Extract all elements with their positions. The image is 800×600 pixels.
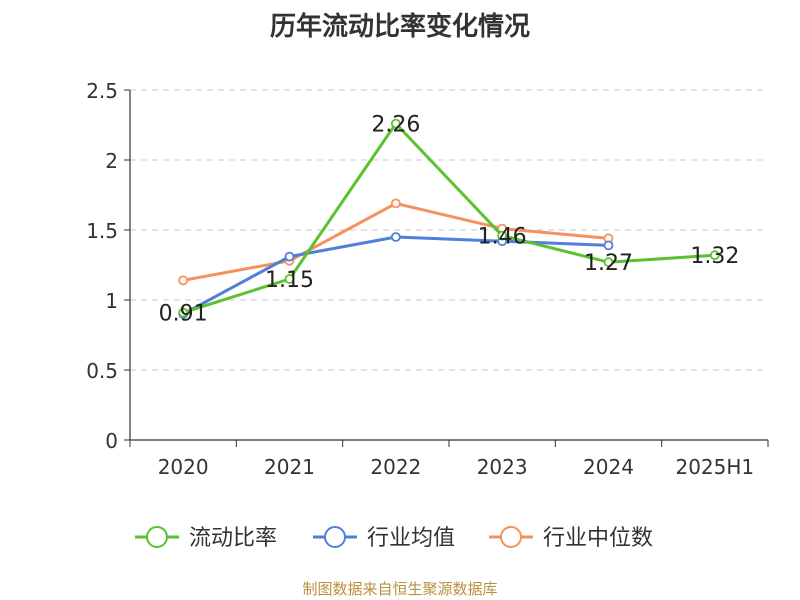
series-line xyxy=(182,235,609,316)
legend-marker xyxy=(324,526,346,548)
data-point xyxy=(390,198,401,209)
legend-marker xyxy=(500,526,522,548)
y-tick-label: 0.5 xyxy=(86,359,118,383)
data-point xyxy=(178,307,189,318)
data-label: 1.32 xyxy=(690,244,739,269)
grid-layer xyxy=(130,89,768,371)
data-point xyxy=(178,275,189,286)
data-point xyxy=(390,232,401,242)
series-line xyxy=(182,122,715,315)
legend-label: 流动比率 xyxy=(189,526,277,551)
legend-label: 行业中位数 xyxy=(543,526,653,551)
x-tick-label: 2025H1 xyxy=(675,455,754,479)
data-label: 1.15 xyxy=(265,268,314,293)
data-point xyxy=(284,274,295,284)
data-point xyxy=(709,250,720,261)
data-point xyxy=(284,251,295,262)
data-label: 1.27 xyxy=(584,251,633,276)
y-tick-label: 1 xyxy=(105,289,118,313)
x-tick-label: 2023 xyxy=(477,455,528,479)
data-point xyxy=(603,257,614,268)
chart-title: 历年流动比率变化情况 xyxy=(269,12,530,42)
x-tick-label: 2024 xyxy=(583,455,634,479)
legend-item: 行业中位数 xyxy=(489,526,653,551)
data-label: 1.46 xyxy=(478,225,527,250)
data-label-layer: 0.91 1.15 2.26 1.46 1.27 1.32 xyxy=(159,113,740,327)
data-point xyxy=(497,230,508,241)
axis-layer: 0 0.5 1 1.5 2 2.5 2020 2021 2022 2023 2024 2025H1 xyxy=(86,79,769,479)
x-tick-label: 2020 xyxy=(158,455,209,479)
x-tick-label: 2021 xyxy=(264,455,315,479)
series-layer xyxy=(178,118,720,319)
y-tick-label: 2.5 xyxy=(86,79,118,103)
data-point xyxy=(603,240,614,251)
data-label: 2.26 xyxy=(371,113,420,138)
y-tick-label: 0 xyxy=(105,429,118,453)
data-label: 0.91 xyxy=(159,302,208,327)
legend-item: 行业均值 xyxy=(313,526,455,551)
legend-item: 流动比率 xyxy=(135,526,277,551)
legend-marker xyxy=(146,526,168,548)
legend: 流动比率 行业均值 行业中位数 xyxy=(135,526,653,551)
data-source-note: 制图数据来自恒生聚源数据库 xyxy=(302,580,498,598)
data-point xyxy=(390,118,401,129)
legend-label: 行业均值 xyxy=(367,526,455,551)
y-tick-label: 2 xyxy=(105,149,118,173)
x-tick-label: 2022 xyxy=(370,455,421,479)
y-tick-label: 1.5 xyxy=(86,219,118,243)
